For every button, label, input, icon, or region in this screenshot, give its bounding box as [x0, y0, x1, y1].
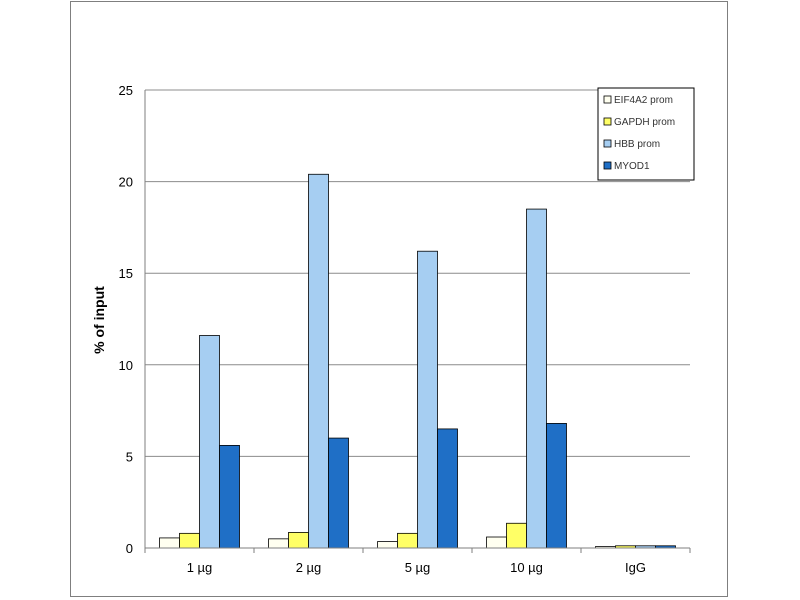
bar-eif4a2-prom-0 [159, 537, 180, 549]
bar-myod1-1 [328, 437, 349, 549]
bar-gapdh-prom-0 [179, 532, 200, 549]
y-axis-label: % of input [91, 286, 107, 354]
bar-hbb-prom-1 [308, 173, 329, 549]
legend-swatch [603, 117, 612, 126]
y-tick-labels: 0 5 10 15 20 25 [119, 83, 133, 556]
x-tick-label: 10 µg [510, 560, 543, 575]
legend-swatch [603, 161, 612, 170]
x-tick-label: 2 µg [296, 560, 322, 575]
bar-myod1-2 [437, 428, 458, 549]
bar-gapdh-prom-3 [506, 522, 527, 549]
bar-myod1-0 [219, 445, 240, 549]
x-tick-label: 1 µg [187, 560, 213, 575]
legend-label: HBB prom [614, 139, 660, 150]
legend-label: MYOD1 [614, 161, 650, 172]
bar-hbb-prom-2 [417, 250, 438, 549]
bar-hbb-prom-0 [199, 335, 220, 549]
bar-gapdh-prom-2 [397, 532, 418, 549]
y-tick-label: 15 [119, 266, 133, 281]
legend-swatch [603, 95, 612, 104]
bar-gapdh-prom-1 [288, 532, 309, 549]
bars [159, 173, 676, 549]
legend-label: GAPDH prom [614, 117, 675, 128]
y-tick-label: 0 [126, 541, 133, 556]
y-tick-label: 10 [119, 358, 133, 373]
y-tick-label: 20 [119, 175, 133, 190]
y-tick-label: 25 [119, 83, 133, 98]
legend-box [597, 87, 695, 181]
bar-eif4a2-prom-2 [377, 541, 398, 549]
bar-eif4a2-prom-1 [268, 538, 289, 549]
bar-eif4a2-prom-3 [486, 536, 507, 549]
x-tick-label: 5 µg [405, 560, 431, 575]
legend-label: EIF4A2 prom [614, 95, 673, 106]
legend-swatch [603, 139, 612, 148]
bar-hbb-prom-3 [526, 208, 547, 549]
x-tick-label: IgG [625, 560, 646, 575]
x-tick-labels: 1 µg 2 µg 5 µg 10 µg IgG [144, 548, 691, 575]
y-tick-label: 5 [126, 449, 133, 464]
axes [144, 90, 690, 549]
legend: EIF4A2 prom GAPDH prom HBB prom MYOD1 [597, 87, 695, 181]
bar-myod1-3 [546, 423, 567, 549]
